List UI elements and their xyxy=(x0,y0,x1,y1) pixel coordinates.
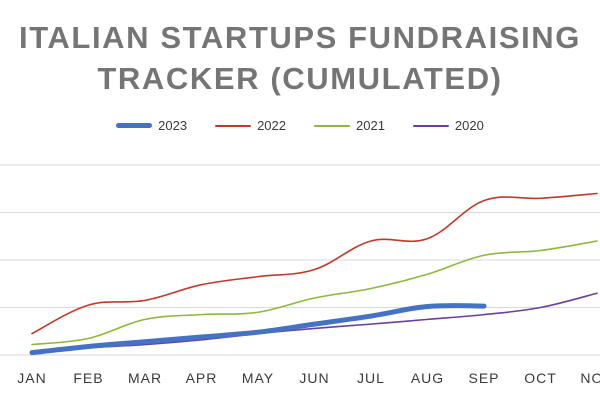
chart-title-line-2: TRACKER (CUMULATED) xyxy=(97,61,503,96)
legend-swatch-2022 xyxy=(215,124,252,127)
series-line-2023 xyxy=(29,303,487,356)
legend-label-2021: 2021 xyxy=(356,118,385,133)
series-line-2021 xyxy=(31,240,598,346)
legend-item-2022: 2022 xyxy=(215,118,286,133)
legend-label-2022: 2022 xyxy=(257,118,286,133)
legend-swatch-2023 xyxy=(116,123,153,128)
x-tick-label: JUL xyxy=(357,370,385,386)
x-tick-label: JUN xyxy=(299,370,329,386)
x-tick-label: APR xyxy=(186,370,218,386)
x-tick-label: FEB xyxy=(73,370,103,386)
x-tick-label: OCT xyxy=(524,370,557,386)
x-tick-label: AUG xyxy=(411,370,444,386)
x-tick-label: MAY xyxy=(242,370,274,386)
legend-swatch-2021 xyxy=(314,124,350,127)
series-line-2022 xyxy=(31,192,598,335)
legend-swatch-2020 xyxy=(412,124,449,127)
legend-label-2020: 2020 xyxy=(454,118,484,133)
legend-label-2023: 2023 xyxy=(158,118,188,133)
chart-title-line-1: ITALIAN STARTUPS FUNDRAISING xyxy=(18,20,582,55)
chart-legend: 2023 2022 2021 2020 xyxy=(0,118,600,133)
x-tick-label: NOV xyxy=(580,370,600,386)
series-line-2020 xyxy=(31,292,598,354)
legend-item-2021: 2021 xyxy=(314,118,385,133)
x-tick-label: SEP xyxy=(468,370,499,386)
legend-item-2020: 2020 xyxy=(412,118,484,133)
x-tick-label: MAR xyxy=(128,370,162,386)
legend-item-2023: 2023 xyxy=(116,118,187,133)
x-tick-label: JAN xyxy=(17,370,46,386)
